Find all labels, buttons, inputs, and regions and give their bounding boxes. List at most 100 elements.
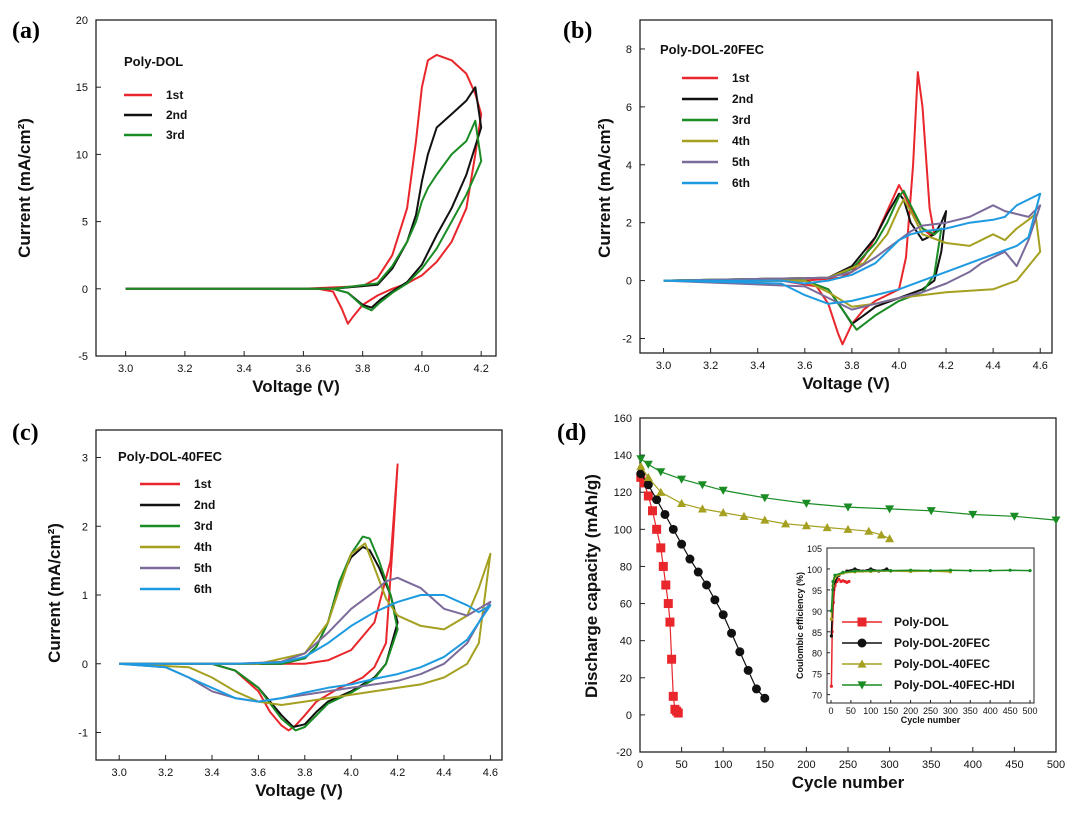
data-point-triangle-down (677, 475, 687, 484)
x-axis-title: Cycle number (792, 773, 905, 792)
data-point-triangle-down (885, 505, 895, 514)
y-tick-label: 0 (626, 276, 632, 288)
y-tick-label: 100 (807, 565, 822, 575)
inset-data-point (988, 569, 992, 573)
y-tick-label: -2 (622, 334, 632, 346)
data-point-triangle-up (876, 530, 886, 539)
chart-title: Poly-DOL (124, 54, 183, 69)
inset-data-point (829, 634, 833, 638)
legend-label: Poly-DOL (894, 615, 949, 629)
data-point-circle (751, 684, 761, 694)
inset-background (782, 544, 1041, 743)
x-axis-title: Voltage (V) (252, 377, 340, 396)
legend-label: 5th (194, 561, 212, 575)
inset-data-point (1008, 568, 1012, 572)
legend-label: 3rd (732, 113, 751, 127)
data-point-circle (710, 595, 720, 605)
x-axis-title: Voltage (V) (255, 781, 343, 800)
data-point-square (658, 561, 668, 571)
x-tick-label: 4.2 (938, 360, 953, 372)
y-tick-label: 140 (614, 450, 632, 462)
y-tick-label: 80 (812, 649, 822, 659)
y-tick-label: -20 (616, 747, 632, 759)
data-point-triangle-down (636, 455, 646, 464)
y-tick-label: 3 (82, 453, 88, 465)
data-point-triangle-up (843, 524, 853, 533)
panel-label: (c) (12, 420, 39, 446)
data-point-circle (685, 554, 695, 564)
data-point-circle (660, 509, 670, 519)
data-point-circle (643, 480, 653, 490)
data-point-circle (718, 610, 728, 620)
legend-label: 2nd (166, 108, 187, 122)
y-axis-title: Discharge capacity (mAh/g) (582, 474, 601, 698)
chart-title: Poly-DOL-20FEC (660, 42, 765, 57)
data-point-triangle-up (857, 659, 867, 668)
y-tick-label: 6 (626, 102, 632, 114)
y-tick-label: 2 (82, 521, 88, 533)
y-axis-title: Current (mA/cm²) (45, 523, 64, 663)
x-tick-label: 500 (1047, 759, 1065, 771)
x-tick-label: 4.4 (436, 767, 451, 779)
data-point-square (652, 524, 662, 534)
y-tick-label: 90 (812, 607, 822, 617)
data-point-triangle-up (718, 508, 728, 517)
y-tick-label: 20 (76, 15, 88, 27)
y-axis-title: Current (mA/cm²) (15, 118, 34, 258)
y-tick-label: 160 (614, 413, 632, 425)
chart-panel-d: (d)0 50 100 150 200 250 300 350 400 450 500-200204… (557, 413, 1065, 792)
plot-frame (639, 19, 1053, 354)
x-tick-label: 300 (943, 706, 958, 716)
x-tick-label: 4.0 (344, 767, 359, 779)
x-tick-label: 450 (1005, 759, 1023, 771)
x-tick-label: 200 (903, 706, 918, 716)
legend-label: 1st (166, 88, 183, 102)
data-point-circle (857, 638, 867, 648)
data-point-triangle-up (864, 526, 874, 535)
series-line-Poly-DOL-40FEC-HDI (640, 458, 1056, 521)
inset-data-point (889, 569, 893, 573)
inset-data-point (847, 579, 851, 584)
x-tick-label: 4.2 (474, 363, 489, 375)
data-point-circle (727, 628, 737, 638)
y-tick-label: 60 (620, 599, 632, 611)
inset-data-point (837, 577, 841, 582)
inset-x-axis-title: Cycle number (901, 715, 961, 725)
y-tick-label: 85 (812, 628, 822, 638)
series-line-6th (119, 594, 492, 703)
chart-title: Poly-DOL-40FEC (118, 449, 223, 464)
legend-label: 5th (732, 155, 750, 169)
x-tick-label: 0 (637, 759, 643, 771)
data-point-square (656, 543, 666, 553)
x-tick-label: 450 (1003, 706, 1018, 716)
data-point-triangle-down (656, 468, 666, 477)
x-tick-label: 100 (863, 706, 878, 716)
data-point-square (665, 617, 675, 627)
data-point-square (643, 491, 653, 501)
data-point-triangle-down (718, 486, 728, 495)
data-point-circle (735, 647, 745, 657)
y-tick-label: -1 (78, 728, 88, 740)
x-tick-label: 250 (839, 759, 857, 771)
x-tick-label: 350 (922, 759, 940, 771)
data-point-triangle-down (926, 507, 936, 516)
inset-data-point (948, 568, 953, 572)
series-line-2nd (119, 545, 399, 728)
data-point-triangle-up (885, 534, 895, 543)
series-line-3rd (663, 189, 943, 331)
x-tick-label: 4.4 (985, 360, 1000, 372)
x-tick-label: 150 (756, 759, 774, 771)
data-point-square (639, 478, 649, 488)
data-point-square (661, 580, 671, 590)
legend-label: 4th (732, 134, 750, 148)
data-point-circle (652, 495, 662, 505)
inset-data-point (853, 569, 857, 573)
data-point-triangle-down (857, 681, 867, 690)
inset-data-point (829, 617, 833, 621)
x-tick-label: 3.2 (703, 360, 718, 372)
y-tick-label: 15 (76, 82, 88, 94)
data-point-triangle-down (760, 494, 770, 503)
series-line-4th (663, 198, 1042, 308)
y-tick-label: 0 (626, 710, 632, 722)
x-tick-label: 250 (923, 706, 938, 716)
